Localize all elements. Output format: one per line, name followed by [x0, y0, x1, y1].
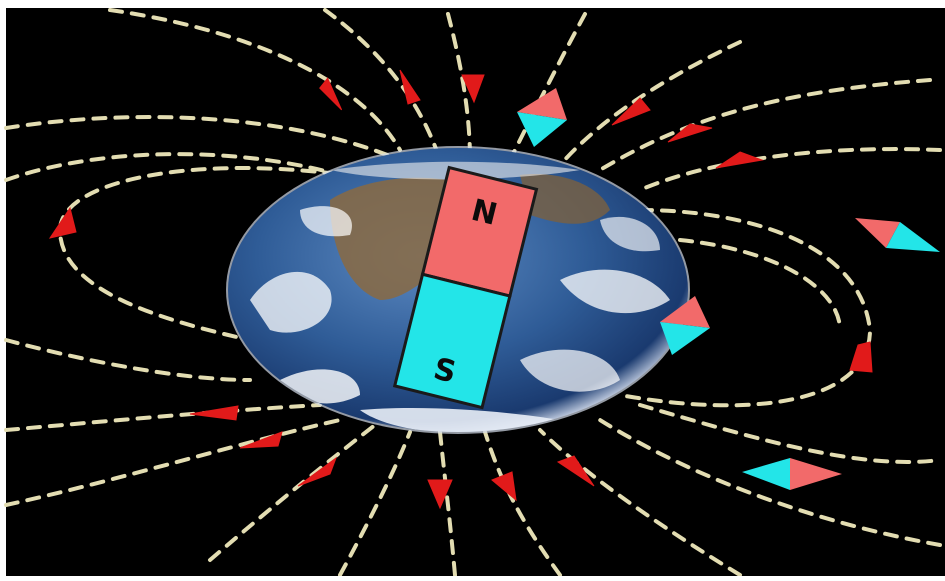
- red-triangle-arrow-icon: [319, 77, 343, 111]
- red-triangle-arrow-icon: [239, 431, 283, 449]
- red-triangle-arrow-icon: [667, 123, 713, 143]
- magnet-south-pole: [392, 272, 512, 410]
- compass-needle-icon: [742, 458, 842, 490]
- red-triangle-arrow-icon: [427, 479, 453, 510]
- red-triangle-arrow-icon: [611, 97, 651, 126]
- compass-needle-icon: [517, 88, 567, 147]
- red-triangle-arrow-icon: [461, 74, 485, 104]
- red-triangle-arrow-icon: [399, 69, 421, 105]
- bar-magnet: N S: [392, 165, 539, 410]
- compass-needle-icon: [660, 296, 710, 355]
- red-triangle-arrow-icon: [849, 341, 873, 373]
- red-triangle-arrow-icon: [48, 206, 77, 239]
- red-triangle-arrow-icon: [491, 471, 517, 502]
- compass-needle-icon: [855, 218, 940, 252]
- red-triangle-arrow-icon: [556, 455, 595, 487]
- field-lines: [4, 8, 942, 577]
- red-triangle-arrow-icon: [715, 151, 764, 169]
- red-triangle-arrow-icon: [297, 456, 338, 487]
- red-triangle-arrow-icon: [189, 405, 239, 421]
